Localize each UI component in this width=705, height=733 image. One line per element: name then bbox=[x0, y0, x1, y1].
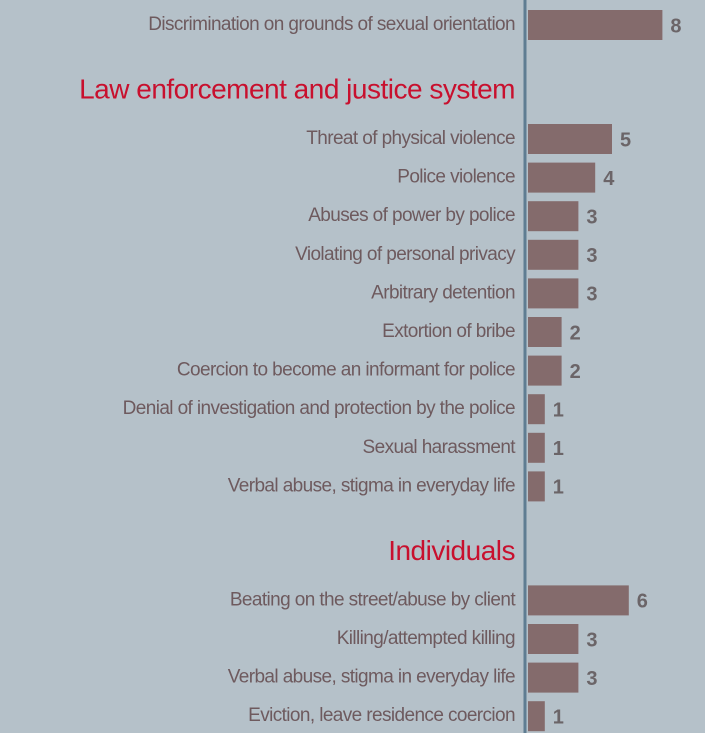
value-label: 8 bbox=[670, 15, 681, 37]
bar bbox=[528, 317, 562, 347]
bar bbox=[528, 201, 579, 232]
value-label: 3 bbox=[586, 629, 597, 651]
category-label: Discrimination on grounds of sexual orie… bbox=[148, 14, 515, 35]
value-label: 3 bbox=[586, 206, 597, 228]
bar bbox=[528, 471, 545, 502]
bar bbox=[528, 624, 579, 654]
value-label: 5 bbox=[620, 129, 631, 151]
bar bbox=[528, 124, 612, 154]
bar bbox=[528, 701, 545, 732]
value-label: 1 bbox=[553, 438, 564, 460]
bar bbox=[528, 278, 579, 309]
group-heading: Law enforcement and justice system bbox=[79, 73, 515, 104]
bar bbox=[528, 394, 545, 425]
category-label: Violating of personal privacy bbox=[295, 244, 516, 265]
group-heading: Individuals bbox=[388, 535, 515, 566]
bar bbox=[528, 355, 562, 386]
value-label: 4 bbox=[603, 168, 615, 190]
bar bbox=[528, 10, 663, 40]
value-label: 1 bbox=[553, 477, 564, 499]
category-label: Killing/attempted killing bbox=[337, 628, 515, 649]
bar bbox=[528, 239, 579, 270]
value-label: 6 bbox=[637, 591, 648, 613]
category-label: Police violence bbox=[397, 167, 515, 188]
category-label: Sexual harassment bbox=[363, 437, 517, 458]
category-label: Abuses of power by police bbox=[308, 205, 515, 226]
value-label: 3 bbox=[586, 668, 597, 690]
category-label: Extortion of bribe bbox=[382, 321, 515, 342]
category-label: Verbal abuse, stigma in everyday life bbox=[228, 667, 515, 688]
value-label: 2 bbox=[570, 322, 581, 344]
bar bbox=[528, 662, 579, 693]
category-label: Verbal abuse, stigma in everyday life bbox=[228, 475, 515, 496]
category-label: Coercion to become an informant for poli… bbox=[177, 360, 515, 381]
category-label: Threat of physical violence bbox=[306, 128, 515, 149]
category-label: Arbitrary detention bbox=[371, 282, 515, 303]
category-label: Denial of investigation and protection b… bbox=[123, 398, 515, 419]
bar bbox=[528, 585, 629, 616]
value-label: 1 bbox=[553, 399, 564, 421]
category-label: Eviction, leave residence coercion bbox=[248, 705, 515, 726]
bar bbox=[528, 432, 545, 463]
value-label: 3 bbox=[586, 245, 597, 267]
value-label: 1 bbox=[553, 706, 564, 728]
value-label: 2 bbox=[570, 361, 581, 383]
value-label: 3 bbox=[586, 284, 597, 306]
category-label: Beating on the street/abuse by client bbox=[230, 589, 516, 610]
bar bbox=[528, 162, 596, 193]
